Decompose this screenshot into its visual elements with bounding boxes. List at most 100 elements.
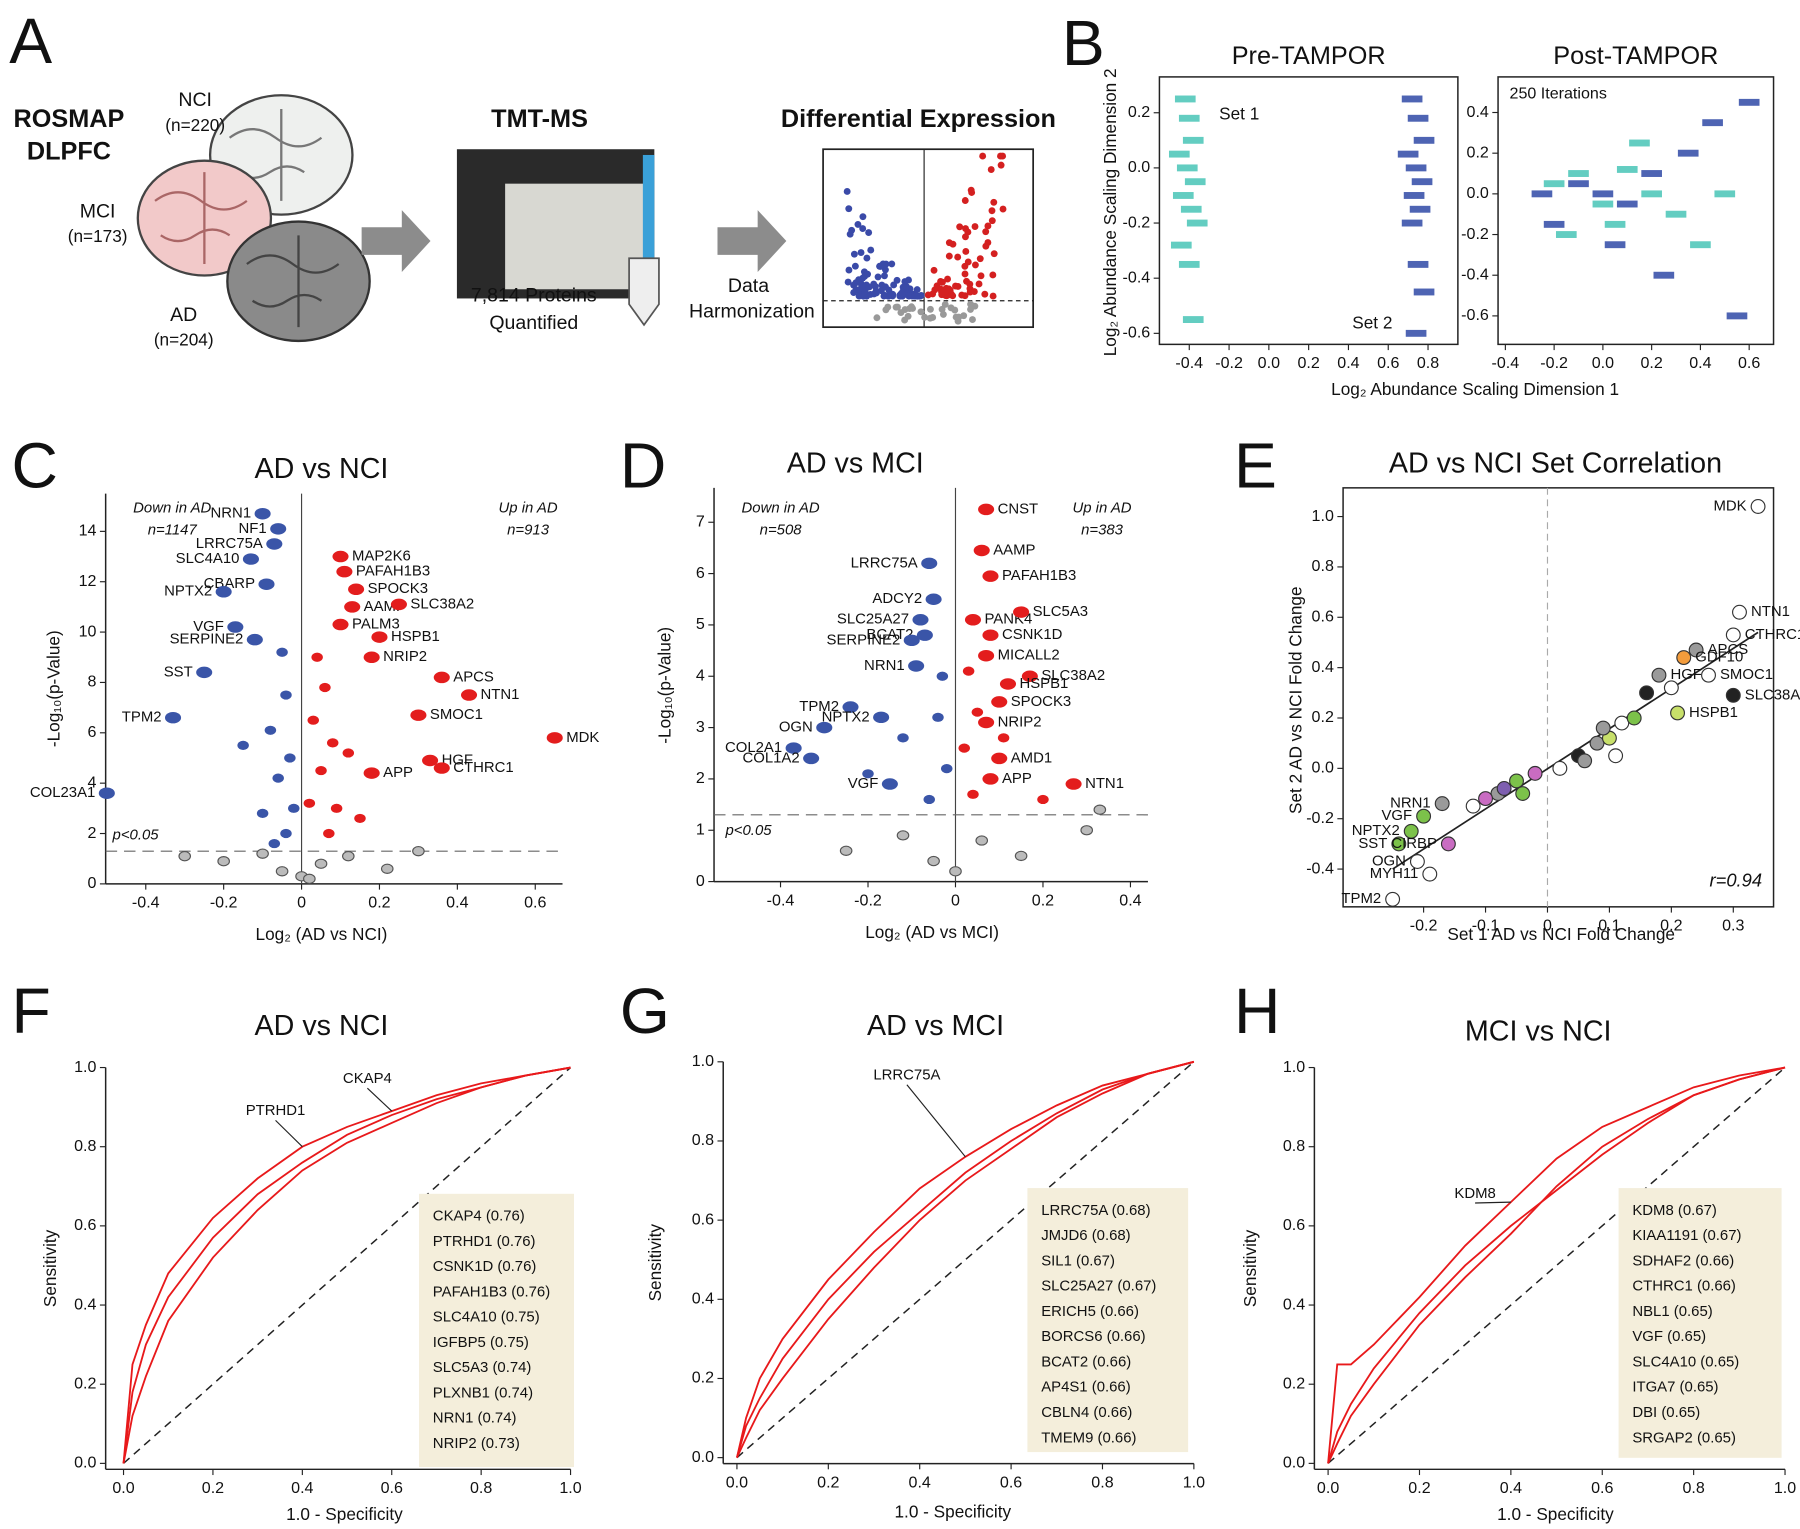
point: [1178, 260, 1200, 268]
x-tick-label: -0.2: [1215, 354, 1243, 372]
point: [964, 614, 982, 626]
point: [164, 711, 182, 724]
point: [254, 508, 271, 520]
plot-frame: [1497, 76, 1775, 346]
decor-dot: [893, 276, 901, 284]
y-tick-label: -0.4: [1461, 265, 1489, 283]
point-label: SLC38A2: [410, 595, 474, 612]
callout-line: [1475, 1201, 1511, 1204]
point: [1568, 170, 1589, 177]
x-tick-label: 0.4: [1689, 354, 1711, 372]
decor-dot: [955, 313, 963, 321]
panel: D AD vs MCI -0.4 -0.2 0 0.2 0.4 0 1 2 3 4 5 6 7 Log₂ (A…: [620, 430, 1148, 942]
y-tick-label: 0.8: [74, 1137, 96, 1155]
point: [1592, 200, 1614, 208]
decor-dot: [952, 282, 959, 290]
point-label: NRN1: [211, 505, 252, 522]
point-label: BCAT2: [866, 626, 913, 643]
x-tick-label: 0.2: [1032, 891, 1054, 909]
y-tick-label: 0.6: [1283, 1216, 1305, 1234]
y-tick-label: 0.8: [692, 1131, 714, 1149]
x-tick-label: 0.4: [446, 894, 468, 912]
chart-title: Post-TAMPOR: [1553, 42, 1718, 70]
point: [908, 660, 925, 672]
point: [1176, 164, 1198, 172]
decor-dot: [904, 312, 912, 320]
point: [227, 621, 244, 633]
point: [1434, 796, 1450, 812]
panel-a: A ROSMAP DLPFC NCI (n=220) MCI (n=173) A…: [9, 5, 1056, 350]
plot-frame: [1342, 487, 1775, 908]
point: [433, 762, 450, 774]
y-tick-label: 0.8: [1312, 557, 1334, 575]
point: [323, 828, 335, 839]
threshold-label: p<0.05: [112, 827, 160, 844]
point-label: NTN1: [1085, 775, 1124, 792]
chart-title: AD vs MCI: [867, 1010, 1004, 1042]
x-tick-label: 0.0: [1592, 354, 1614, 372]
decor-dot: [850, 289, 858, 297]
reference-line: [1327, 1066, 1786, 1464]
point: [991, 752, 1008, 765]
annotation: n=383: [1081, 521, 1124, 538]
point: [217, 856, 230, 867]
point: [303, 873, 316, 885]
point-label: CNST: [998, 500, 1039, 517]
point: [925, 593, 942, 605]
point: [1641, 190, 1662, 198]
point: [332, 550, 349, 563]
point: [307, 715, 319, 725]
y-tick-label: -0.2: [1306, 809, 1334, 827]
point: [897, 733, 909, 743]
point: [785, 742, 802, 754]
point: [1093, 804, 1107, 815]
y-axis-label: Sensitivity: [40, 1229, 60, 1307]
point: [1180, 205, 1202, 213]
point: [412, 845, 425, 857]
decor-dot: [966, 280, 974, 288]
x-tick-label: -0.2: [854, 891, 882, 909]
point-label: SERPINE2: [827, 631, 901, 648]
point: [1676, 650, 1692, 666]
point-label: MYH11: [1370, 865, 1419, 882]
y-tick-label: 0.6: [692, 1210, 714, 1228]
step-note: Quantified: [489, 312, 578, 334]
decor-dot: [921, 313, 929, 321]
decor-dot: [867, 246, 875, 254]
x-axis-label: 1.0 - Specificity: [1497, 1504, 1614, 1524]
point-label: CTHRC1: [1745, 626, 1800, 643]
point: [363, 767, 380, 779]
point-label: SPOCK3: [368, 580, 428, 597]
point: [344, 601, 361, 613]
point: [927, 855, 940, 867]
group-name: MCI: [80, 201, 116, 223]
y-tick-label: 0.4: [1283, 1295, 1305, 1313]
decor-dot: [930, 266, 938, 274]
x-tick-label: -0.2: [1410, 917, 1438, 935]
x-tick-label: -0.2: [1540, 354, 1568, 372]
y-tick-label: 14: [79, 522, 97, 540]
decor-dot: [947, 304, 955, 312]
instrument: [456, 149, 660, 327]
decor-dot: [924, 291, 932, 299]
decor-dot: [944, 275, 951, 283]
panel-letter: G: [620, 975, 670, 1047]
point-label: OGN: [1372, 852, 1406, 869]
decor-dot: [881, 266, 889, 274]
point: [433, 671, 450, 684]
point: [921, 557, 938, 570]
point: [1614, 715, 1630, 731]
x-tick-label: 0: [951, 891, 960, 909]
point: [1409, 854, 1425, 869]
point: [978, 716, 995, 729]
point: [1413, 288, 1435, 296]
roc-curve: [122, 1066, 571, 1464]
y-tick-label: -0.6: [1461, 306, 1489, 324]
y-axis-label: Sensitivity: [1240, 1229, 1260, 1307]
y-tick-label: 12: [79, 572, 97, 590]
y-tick-label: 0.0: [1128, 158, 1150, 176]
decor-dot: [961, 197, 969, 204]
point-label: VGF: [848, 775, 879, 792]
point: [215, 586, 232, 598]
callout: KDM8: [1454, 1185, 1495, 1202]
